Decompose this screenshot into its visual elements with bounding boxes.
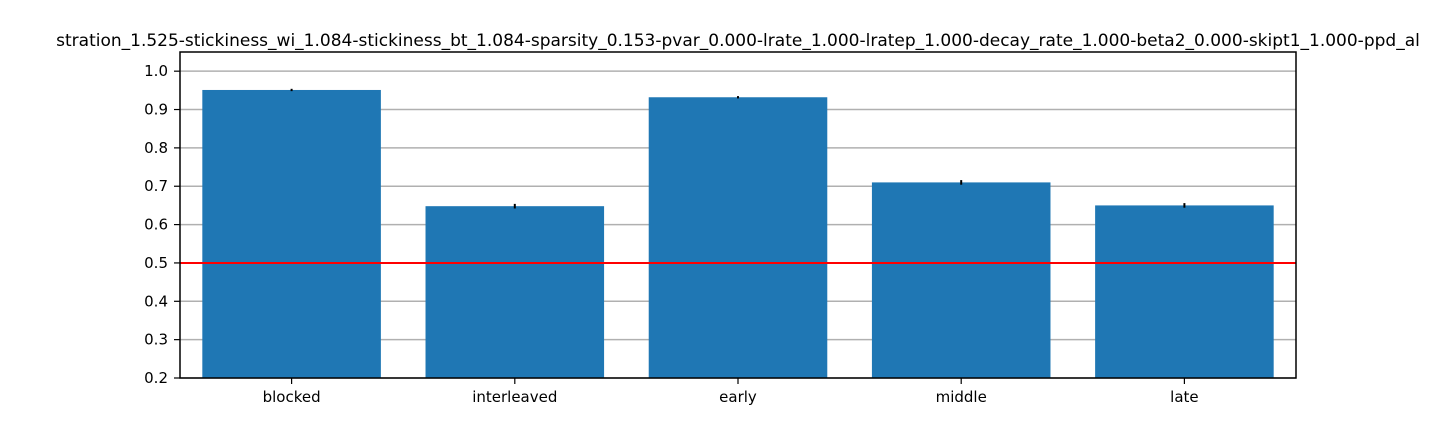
y-tick-label: 0.7 [144,177,168,195]
x-tick-label: blocked [263,388,321,406]
x-tick-label: interleaved [472,388,557,406]
x-tick-label: late [1170,388,1198,406]
y-axis: 0.2 0.3 0.4 0.5 0.6 0.7 0.8 0.9 1.0 [144,62,180,387]
x-tick-label: middle [936,388,987,406]
bars [202,89,1274,378]
y-tick-label: 0.9 [144,101,168,119]
x-tick-label: early [719,388,757,406]
y-tick-label: 0.5 [144,254,168,272]
x-axis: blocked interleaved early middle late [263,378,1199,406]
y-tick-label: 0.2 [144,369,168,387]
y-tick-label: 0.4 [144,292,168,310]
bar-early [648,97,828,378]
bar-blocked [202,89,381,378]
y-tick-label: 0.3 [144,331,168,349]
bar-late [1095,205,1274,378]
y-tick-label: 0.8 [144,139,168,157]
bar-interleaved [425,206,605,378]
y-tick-label: 1.0 [144,62,168,80]
chart-title: stration_1.525-stickiness_wi_1.084-stick… [56,31,1420,51]
bar-middle [871,182,1051,378]
y-tick-label: 0.6 [144,216,168,234]
error-bars [290,88,1186,209]
